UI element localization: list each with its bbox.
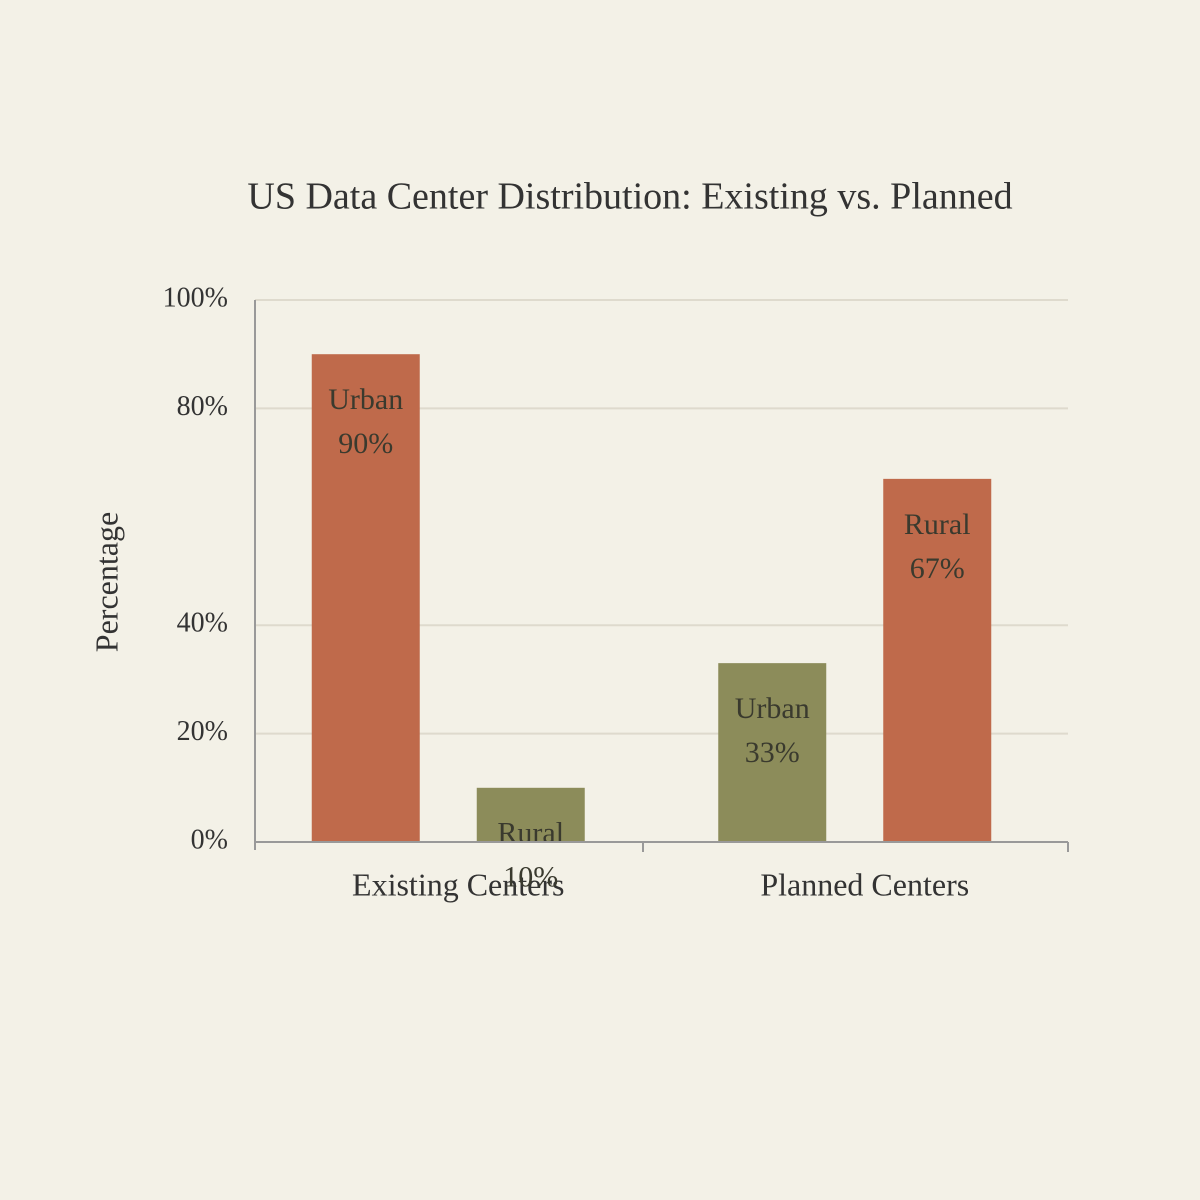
bar-value-label: 33%: [745, 736, 800, 769]
y-tick-label: 0%: [191, 824, 228, 855]
x-tick-label: Existing Centers: [352, 866, 564, 902]
y-tick-label: 40%: [177, 608, 228, 639]
bar: [883, 478, 992, 842]
bar: [311, 354, 420, 842]
bar: [476, 787, 585, 842]
y-tick-label: 20%: [177, 716, 228, 747]
bar: [718, 663, 827, 842]
bar-value-label: 10%: [503, 861, 558, 894]
bar-series-label: Urban: [735, 692, 810, 725]
bars: Existing Centers Urban 90% Rural 10% Planned …: [311, 354, 992, 902]
bar-series-label: Rural: [497, 817, 564, 850]
bar-series-label: Rural: [904, 508, 971, 541]
bar-value-label: 67%: [910, 552, 965, 585]
y-axis-label: Percentage: [88, 512, 124, 652]
bar-series-label: Urban: [328, 383, 403, 416]
chart-title: US Data Center Distribution: Existing vs…: [247, 176, 1012, 218]
y-tick-label: 100%: [163, 282, 228, 313]
x-tick-label: Planned Centers: [760, 866, 969, 902]
bar-value-label: 90%: [338, 427, 393, 460]
y-tick-label: 80%: [177, 391, 228, 422]
